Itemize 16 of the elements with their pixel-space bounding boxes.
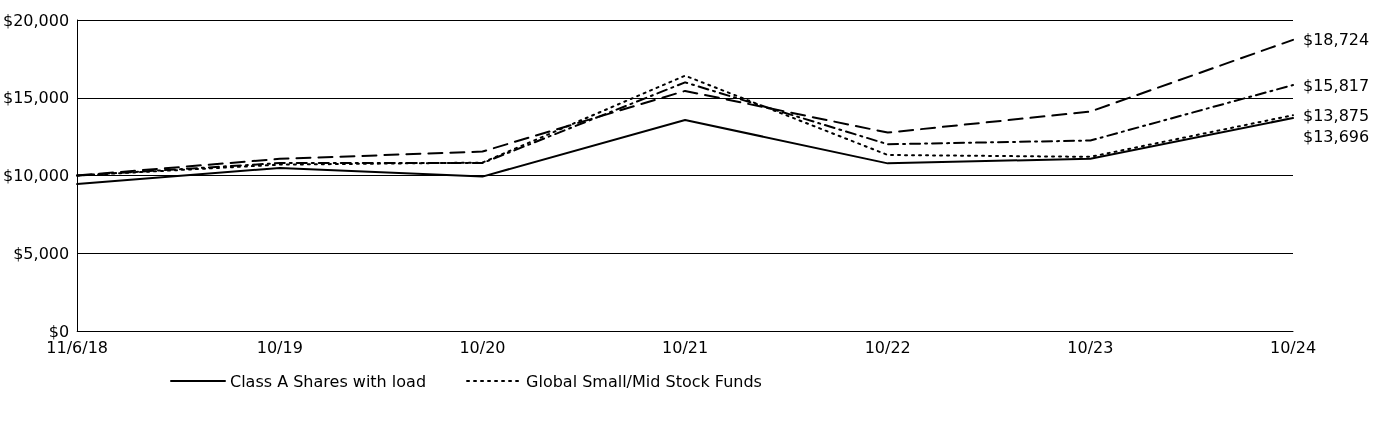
x-tick-label: 10/22 (864, 337, 911, 357)
x-tick-label: 10/20 (459, 337, 506, 357)
x-tick-label: 10/19 (256, 337, 303, 357)
legend-label: Class A Shares with load (230, 371, 427, 391)
x-tick-label: 10/21 (662, 337, 709, 357)
y-tick-label: $10,000 (2, 166, 70, 185)
y-tick-label: $15,000 (2, 88, 70, 108)
y-tick-label: $20,000 (2, 10, 70, 30)
data-label: $15,817 (1303, 75, 1370, 95)
data-label: $13,875 (1303, 105, 1370, 125)
data-label: $13,696 (1303, 126, 1370, 146)
x-tick-label: 10/23 (1067, 337, 1114, 357)
y-tick-label: $5,000 (13, 243, 70, 263)
data-label: $18,724 (1303, 30, 1370, 50)
legend-label: Global Small/Mid Stock Funds (526, 371, 762, 391)
x-tick-label: 10/24 (1269, 337, 1317, 357)
